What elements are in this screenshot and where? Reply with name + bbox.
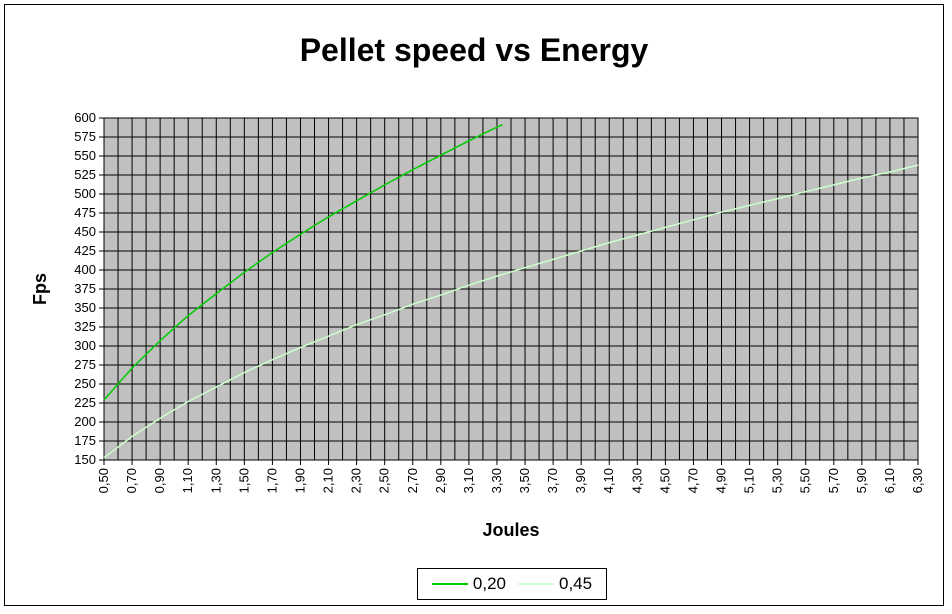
- x-tick-label: 1,10: [180, 468, 195, 493]
- y-tick-label: 375: [74, 281, 96, 296]
- x-tick-label: 5,70: [826, 468, 841, 493]
- x-tick-label: 3,30: [489, 468, 504, 493]
- x-tick-label: 4,10: [601, 468, 616, 493]
- y-tick-label: 575: [74, 129, 96, 144]
- x-tick-label: 2,90: [433, 468, 448, 493]
- x-tick-label: 2,50: [377, 468, 392, 493]
- x-tick-label: 1,90: [292, 468, 307, 493]
- x-axis-label: Joules: [482, 520, 539, 540]
- x-tick-label: 0,90: [152, 468, 167, 493]
- y-tick-label: 600: [74, 110, 96, 125]
- legend-swatch: [431, 583, 468, 585]
- y-tick-label: 350: [74, 300, 96, 315]
- x-tick-label: 2,10: [321, 468, 336, 493]
- y-tick-label: 525: [74, 167, 96, 182]
- y-tick-label: 500: [74, 186, 96, 201]
- x-axis-ticks: 0,50 0,70 0,90 1,10 1,30 1,50 1,70 1,90 2,10 2,30…: [96, 460, 925, 493]
- plot-area: [103, 117, 919, 461]
- series-line-2: [103, 164, 919, 459]
- x-tick-label: 4,70: [685, 468, 700, 493]
- series-line-1: [103, 124, 503, 401]
- y-tick-label: 150: [74, 452, 96, 467]
- x-tick-label: 1,70: [264, 468, 279, 493]
- x-tick-label: 3,70: [545, 468, 560, 493]
- x-tick-label: 4,30: [629, 468, 644, 493]
- x-tick-label: 5,50: [798, 468, 813, 493]
- legend-label: 0,45: [559, 574, 593, 593]
- x-tick-label: 5,30: [770, 468, 785, 493]
- y-tick-label: 200: [74, 414, 96, 429]
- legend-item-series-2: 0,45: [518, 574, 592, 594]
- x-tick-label: 6,10: [882, 468, 897, 493]
- x-tick-label: 2,70: [405, 468, 420, 493]
- x-tick-label: 0,70: [124, 468, 139, 493]
- y-tick-label: 275: [74, 357, 96, 372]
- y-tick-label: 425: [74, 243, 96, 258]
- x-tick-label: 4,50: [657, 468, 672, 493]
- x-tick-label: 1,50: [236, 468, 251, 493]
- y-tick-label: 250: [74, 376, 96, 391]
- x-tick-label: 3,90: [573, 468, 588, 493]
- x-tick-label: 2,30: [349, 468, 364, 493]
- x-tick-label: 3,10: [461, 468, 476, 493]
- x-tick-label: 1,30: [208, 468, 223, 493]
- y-tick-label: 175: [74, 433, 96, 448]
- x-tick-label: 5,10: [742, 468, 757, 493]
- y-tick-label: 475: [74, 205, 96, 220]
- x-tick-label: 4,90: [714, 468, 729, 493]
- x-tick-label: 3,50: [517, 468, 532, 493]
- x-tick-label: 6,30: [910, 468, 925, 493]
- x-tick-label: 5,90: [854, 468, 869, 493]
- y-axis-ticks: 150 175 200 225 250 275 300 325 350 375 400 425 450 4…: [74, 110, 104, 467]
- y-tick-label: 550: [74, 148, 96, 163]
- y-axis-label: Fps: [30, 273, 50, 305]
- y-tick-label: 400: [74, 262, 96, 277]
- y-tick-label: 450: [74, 224, 96, 239]
- legend: 0,20 0,45: [417, 568, 607, 600]
- chart-title: Pellet speed vs Energy: [299, 32, 649, 68]
- y-tick-label: 300: [74, 338, 96, 353]
- y-tick-label: 325: [74, 319, 96, 334]
- x-tick-label: 0,50: [96, 468, 111, 493]
- legend-item-series-1: 0,20: [431, 574, 506, 594]
- series-layer: [103, 124, 919, 459]
- y-tick-label: 225: [74, 395, 96, 410]
- legend-label: 0,20: [472, 574, 506, 593]
- legend-swatch: [518, 583, 554, 585]
